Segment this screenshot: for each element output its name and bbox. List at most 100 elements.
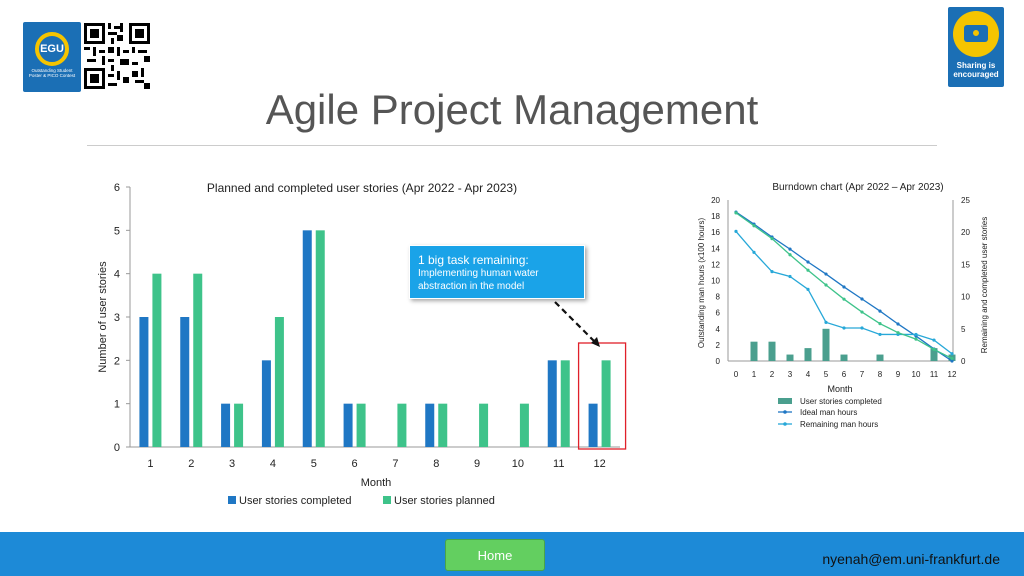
c2-remaining-stories-point	[860, 310, 864, 314]
c1-bar-completed	[221, 403, 231, 447]
c1-y-tick-label: 4	[114, 269, 120, 281]
c2-ideal-point	[878, 309, 882, 313]
c2-y-left-tick-label: 10	[711, 277, 720, 286]
c2-y-left-tick-label: 4	[716, 325, 721, 334]
c2-ideal-point	[788, 247, 792, 251]
c2-legend-completed: User stories completed	[800, 397, 882, 406]
c1-bar-planned	[601, 360, 611, 447]
c2-legend-swatch-ideal-dot	[783, 410, 787, 414]
c2-remaining-stories-point	[824, 283, 828, 287]
c2-y-right-tick-label: 25	[961, 196, 970, 205]
c2-bar-completed	[930, 348, 938, 361]
c2-bar-completed	[768, 341, 776, 361]
c1-y-tick-label: 5	[114, 225, 120, 237]
c1-bar-completed	[343, 403, 353, 447]
c2-y-left-tick-label: 14	[711, 244, 720, 253]
c2-x-tick-label: 7	[860, 370, 865, 379]
c1-bar-planned	[397, 403, 407, 447]
c2-legend-ideal: Ideal man hours	[800, 408, 857, 417]
c2-y-left-tick-label: 18	[711, 212, 720, 221]
c2-ideal-point	[950, 359, 954, 363]
c1-x-tick-label: 8	[433, 458, 439, 470]
c1-x-tick-label: 7	[392, 458, 398, 470]
c2-remaining-hours-point	[806, 287, 810, 291]
c2-remaining-stories-point	[950, 356, 954, 361]
c1-bar-planned	[193, 273, 203, 447]
c2-remaining-stories-point	[896, 331, 900, 335]
qr-code-icon	[84, 23, 150, 89]
c2-y-left-tick-label: 8	[716, 293, 721, 302]
c2-remaining-hours-point	[860, 326, 864, 330]
sharing-badge: Sharing is encouraged	[948, 7, 1004, 87]
c2-y-right-tick-label: 0	[961, 357, 966, 366]
c1-bar-completed	[302, 230, 312, 447]
c2-remaining-stories-point	[734, 211, 738, 215]
c1-y-tick-label: 3	[114, 312, 120, 324]
c2-x-tick-label: 10	[912, 370, 921, 379]
c2-bar-completed	[750, 341, 758, 361]
c1-legend-completed: User stories completed	[239, 495, 352, 507]
c2-remaining-stories-point	[878, 322, 882, 326]
c2-bar-completed	[840, 354, 848, 361]
callout-box: 1 big task remaining: Implementing human…	[409, 245, 585, 299]
c2-remaining-hours-point	[878, 332, 882, 337]
c2-ideal-point	[806, 260, 810, 264]
c2-x-label: Month	[827, 384, 852, 394]
c1-y-tick-label: 6	[114, 182, 120, 194]
c2-remaining-hours-point	[770, 270, 774, 274]
c1-bar-planned	[152, 273, 162, 447]
c2-remaining-stories-point	[932, 347, 936, 352]
egu-logo-text: EGU	[35, 32, 69, 66]
title-divider	[87, 145, 937, 146]
c1-bar-completed	[180, 317, 190, 447]
c2-bar-completed	[822, 328, 830, 361]
c2-y-left-tick-label: 2	[716, 341, 721, 350]
c2-x-tick-label: 12	[948, 370, 957, 379]
c2-y-right-label: Remaining and completed user stories	[980, 217, 989, 354]
c2-ideal-point	[860, 297, 864, 301]
c1-callout-arrowhead	[591, 337, 600, 347]
c1-x-tick-label: 1	[147, 458, 153, 470]
c2-x-tick-label: 0	[734, 370, 739, 379]
c2-x-tick-label: 11	[930, 370, 939, 379]
c2-x-tick-label: 4	[806, 370, 811, 379]
c1-x-tick-label: 4	[270, 458, 276, 470]
c2-y-right-tick-label: 15	[961, 260, 970, 269]
c2-y-left-tick-label: 0	[716, 357, 721, 366]
c2-y-right-tick-label: 10	[961, 293, 970, 302]
callout-line2: Implementing human water	[418, 268, 539, 279]
callout-line3: abstraction in the model	[418, 281, 525, 292]
c1-x-tick-label: 2	[188, 458, 194, 470]
c2-ideal-point	[842, 285, 846, 289]
contact-email: nyenah@em.uni-frankfurt.de	[822, 551, 1000, 567]
callout-line1: 1 big task remaining:	[418, 253, 529, 267]
c2-y-right-tick-label: 5	[961, 325, 966, 334]
c1-bar-completed	[425, 403, 435, 447]
c2-x-tick-label: 9	[896, 370, 901, 379]
c2-remaining-hours-point	[842, 326, 846, 330]
c2-x-tick-label: 5	[824, 370, 829, 379]
page-title: Agile Project Management	[265, 86, 759, 133]
c2-remaining-hours-point	[914, 332, 918, 337]
c1-y-tick-label: 1	[114, 399, 120, 411]
home-button[interactable]: Home	[445, 539, 545, 571]
c2-remaining-hours-point	[824, 320, 828, 324]
c2-ideal-point	[824, 272, 828, 276]
c2-bar-completed	[876, 354, 884, 361]
c1-bar-planned	[234, 403, 244, 447]
c2-remaining-hours-point	[734, 229, 738, 233]
c1-highlight-box	[577, 342, 627, 450]
c1-x-tick-label: 6	[352, 458, 358, 470]
c1-x-tick-label: 10	[512, 458, 524, 470]
c2-y-left-tick-label: 6	[716, 309, 721, 318]
c1-x-label: Month	[361, 477, 392, 489]
c1-x-tick-label: 9	[474, 458, 480, 470]
c1-x-tick-label: 5	[311, 458, 317, 470]
c1-bar-planned	[560, 360, 570, 447]
c2-remaining-stories-point	[842, 297, 846, 301]
c1-bar-completed	[588, 403, 598, 447]
c2-ideal-point	[896, 322, 900, 326]
sharing-badge-text: Sharing is encouraged	[953, 61, 999, 79]
c2-title: Burndown chart (Apr 2022 – Apr 2023)	[772, 182, 943, 193]
c2-y-left-label: Outstanding man hours (x100 hours)	[697, 218, 706, 349]
